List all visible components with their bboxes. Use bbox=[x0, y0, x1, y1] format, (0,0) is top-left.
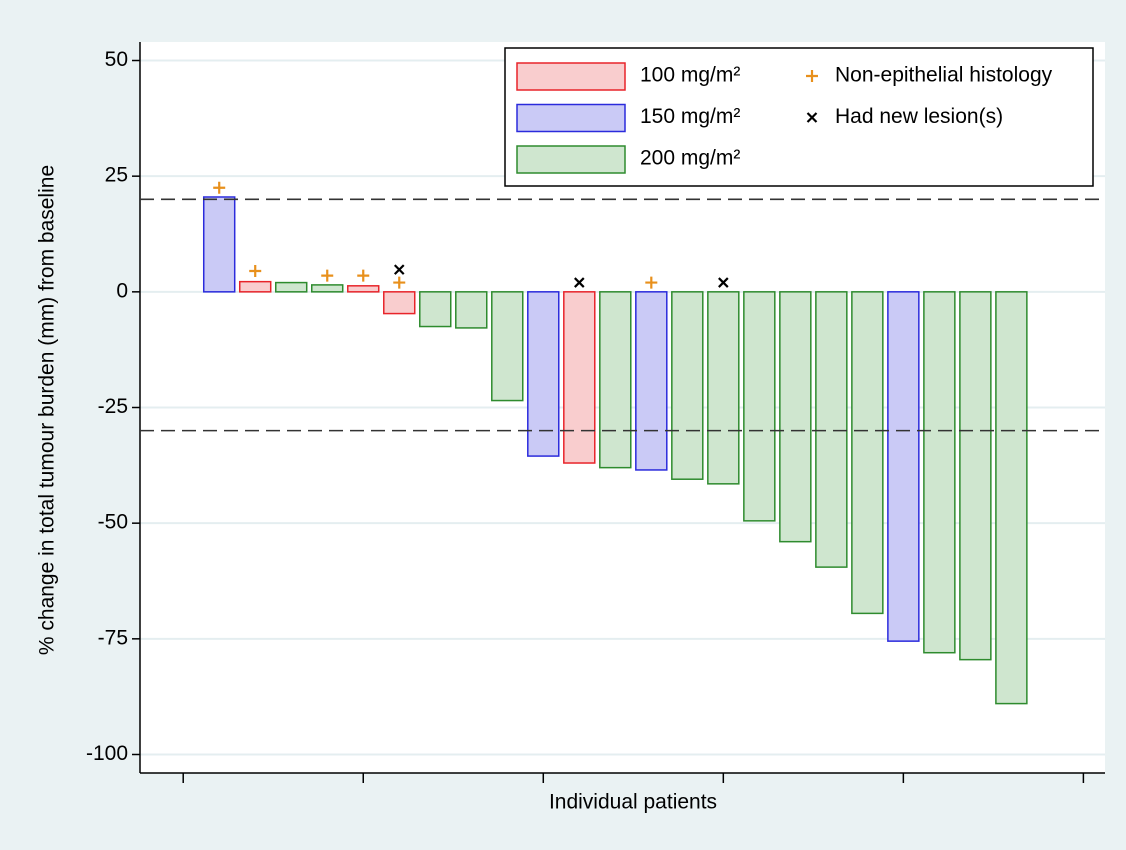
bar bbox=[887, 291, 920, 642]
bar bbox=[815, 291, 848, 568]
cross-marker bbox=[806, 112, 818, 123]
bar bbox=[419, 291, 452, 328]
bar bbox=[238, 280, 272, 293]
plus-marker bbox=[393, 276, 406, 289]
legend-label: 150 mg/m² bbox=[640, 105, 740, 128]
y-tick-label: -25 bbox=[98, 395, 128, 418]
plus-marker bbox=[806, 70, 818, 82]
bar bbox=[202, 196, 236, 293]
y-axis-label: % change in total tumour burden (mm) fro… bbox=[36, 165, 59, 655]
plus-marker bbox=[213, 181, 226, 194]
bar bbox=[995, 291, 1028, 705]
plus-marker bbox=[249, 265, 262, 278]
legend-label: Non-epithelial histology bbox=[835, 64, 1053, 87]
y-tick-label: -50 bbox=[98, 511, 128, 534]
plus-marker bbox=[357, 269, 370, 282]
bar bbox=[671, 291, 704, 480]
y-tick-label: -75 bbox=[98, 626, 128, 649]
bar bbox=[851, 291, 884, 615]
y-tick-label: 25 bbox=[105, 164, 128, 187]
bar bbox=[383, 291, 416, 315]
x-axis-label: Individual patients bbox=[549, 791, 717, 814]
bar bbox=[455, 291, 488, 329]
bar bbox=[779, 291, 812, 543]
bar bbox=[527, 291, 560, 457]
bar bbox=[491, 291, 524, 402]
legend-swatch bbox=[516, 62, 626, 91]
cross-marker bbox=[574, 277, 585, 288]
legend-swatch bbox=[516, 103, 626, 133]
cross-marker bbox=[718, 277, 729, 288]
plus-marker bbox=[321, 269, 334, 282]
bar bbox=[599, 291, 632, 469]
bar bbox=[959, 291, 992, 661]
bar bbox=[707, 291, 740, 485]
bar bbox=[311, 284, 344, 293]
cross-marker bbox=[393, 264, 405, 275]
legend-label: Had new lesion(s) bbox=[835, 105, 1003, 128]
y-tick-label: 0 bbox=[116, 279, 128, 302]
legend-label: 100 mg/m² bbox=[640, 64, 740, 87]
bar bbox=[347, 285, 380, 293]
bar bbox=[923, 291, 956, 654]
plus-marker bbox=[645, 276, 658, 289]
legend-label: 200 mg/m² bbox=[640, 147, 740, 170]
bar bbox=[635, 291, 668, 471]
legend-swatch bbox=[516, 145, 626, 174]
y-tick-label: -100 bbox=[86, 742, 128, 765]
bar bbox=[743, 291, 776, 522]
bar bbox=[274, 281, 308, 293]
y-tick-label: 50 bbox=[105, 48, 128, 71]
bar bbox=[563, 291, 596, 464]
